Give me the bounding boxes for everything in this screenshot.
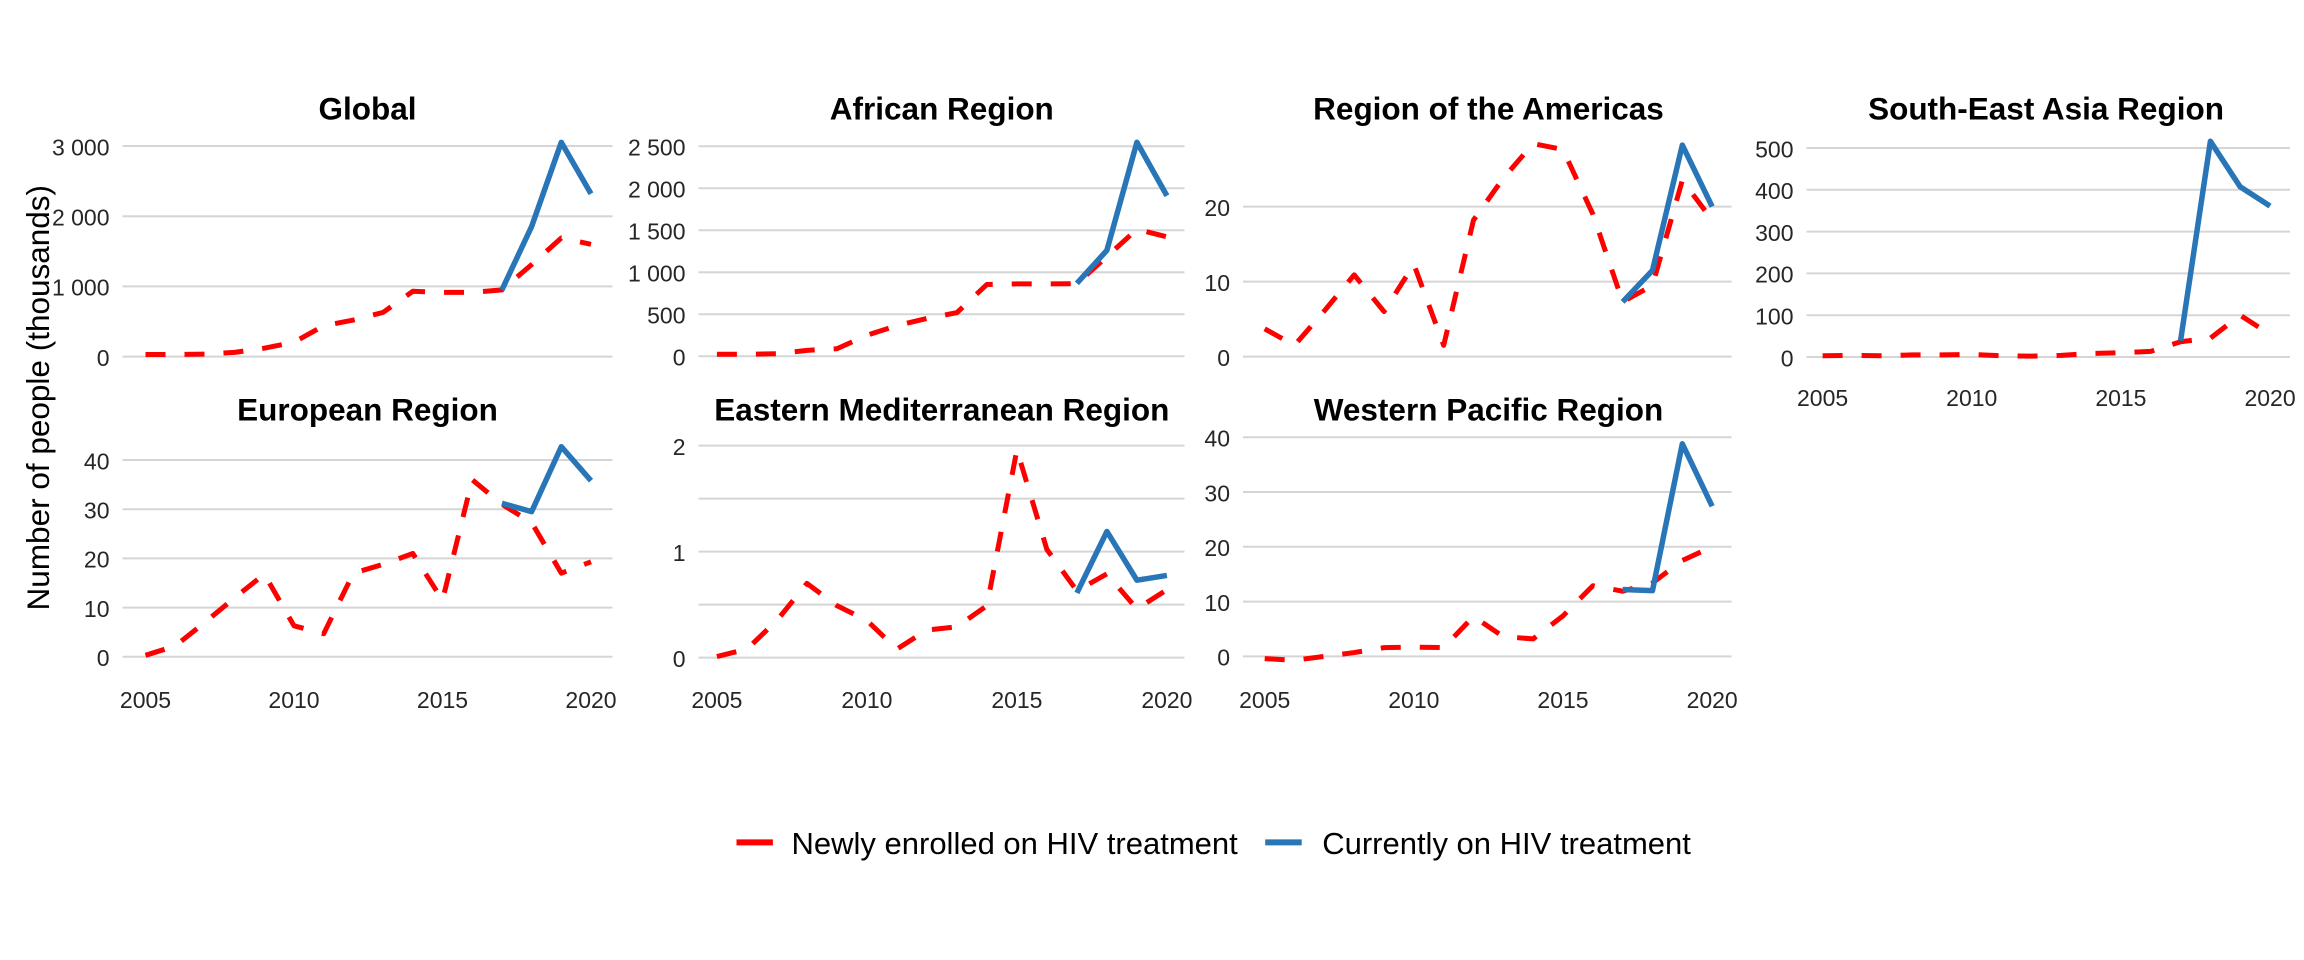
svg-text:100: 100 xyxy=(1755,304,1793,330)
svg-text:2: 2 xyxy=(673,434,686,460)
svg-text:2 000: 2 000 xyxy=(52,205,110,231)
svg-text:2005: 2005 xyxy=(120,687,171,713)
svg-text:1: 1 xyxy=(673,540,686,566)
svg-text:200: 200 xyxy=(1755,262,1793,288)
svg-text:2010: 2010 xyxy=(1946,385,1997,411)
svg-text:Western Pacific Region: Western Pacific Region xyxy=(1314,392,1664,428)
svg-text:0: 0 xyxy=(1217,345,1230,371)
svg-text:2020: 2020 xyxy=(565,687,616,713)
svg-text:2005: 2005 xyxy=(691,687,742,713)
svg-text:Region of the Americas: Region of the Americas xyxy=(1313,91,1664,127)
svg-text:300: 300 xyxy=(1755,220,1793,246)
svg-text:10: 10 xyxy=(1204,270,1230,296)
svg-text:400: 400 xyxy=(1755,178,1793,204)
svg-text:2010: 2010 xyxy=(1388,687,1439,713)
svg-text:Number of people (thousands): Number of people (thousands) xyxy=(20,185,56,611)
svg-text:2020: 2020 xyxy=(2244,385,2295,411)
svg-text:30: 30 xyxy=(1204,480,1230,506)
svg-text:40: 40 xyxy=(84,448,110,474)
svg-text:0: 0 xyxy=(1217,645,1230,671)
svg-text:2015: 2015 xyxy=(2095,385,2146,411)
svg-text:2 000: 2 000 xyxy=(628,177,686,203)
svg-text:20: 20 xyxy=(84,547,110,573)
svg-text:20: 20 xyxy=(1204,195,1230,221)
svg-text:0: 0 xyxy=(673,646,686,672)
svg-text:2015: 2015 xyxy=(417,687,468,713)
svg-text:0: 0 xyxy=(97,345,110,371)
svg-text:1 000: 1 000 xyxy=(52,275,110,301)
svg-text:Currently on HIV treatment: Currently on HIV treatment xyxy=(1322,826,1691,861)
svg-text:0: 0 xyxy=(97,645,110,671)
svg-text:40: 40 xyxy=(1204,426,1230,452)
svg-text:2005: 2005 xyxy=(1797,385,1848,411)
svg-text:African Region: African Region xyxy=(830,91,1054,127)
svg-text:Newly enrolled on HIV treatmen: Newly enrolled on HIV treatment xyxy=(792,826,1239,861)
svg-text:1 500: 1 500 xyxy=(628,219,686,245)
svg-text:2010: 2010 xyxy=(268,687,319,713)
svg-text:Global: Global xyxy=(318,91,416,127)
svg-text:10: 10 xyxy=(84,596,110,622)
svg-text:2015: 2015 xyxy=(1537,687,1588,713)
svg-text:European Region: European Region xyxy=(237,392,498,428)
svg-text:3 000: 3 000 xyxy=(52,134,110,160)
svg-text:1 000: 1 000 xyxy=(628,261,686,287)
svg-text:South-East Asia Region: South-East Asia Region xyxy=(1868,91,2224,127)
svg-text:500: 500 xyxy=(1755,136,1793,162)
svg-text:2020: 2020 xyxy=(1687,687,1738,713)
svg-text:20: 20 xyxy=(1204,535,1230,561)
svg-text:0: 0 xyxy=(673,345,686,371)
svg-text:2010: 2010 xyxy=(841,687,892,713)
svg-text:2 500: 2 500 xyxy=(628,135,686,161)
svg-text:Eastern Mediterranean Region: Eastern Mediterranean Region xyxy=(714,392,1169,428)
svg-text:2005: 2005 xyxy=(1239,687,1290,713)
svg-text:2020: 2020 xyxy=(1141,687,1192,713)
svg-text:10: 10 xyxy=(1204,590,1230,616)
svg-text:500: 500 xyxy=(647,303,685,329)
svg-text:0: 0 xyxy=(1781,345,1794,371)
svg-text:2015: 2015 xyxy=(991,687,1042,713)
svg-text:30: 30 xyxy=(84,498,110,524)
